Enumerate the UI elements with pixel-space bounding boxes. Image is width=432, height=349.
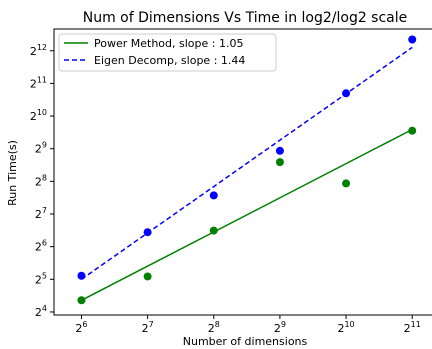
power-method-point	[275, 158, 284, 167]
power-method-point	[342, 179, 351, 188]
y-ticks-group: 24 25 26 27 28 29 210 211 212	[30, 43, 54, 319]
legend-eigen-decomp-label: Eigen Decomp, slope : 1.44	[94, 54, 245, 67]
x-axis-label: Number of dimensions	[183, 335, 308, 348]
y-axis-label: Run Time(s)	[6, 140, 19, 206]
eigen-decomp-point	[342, 89, 351, 98]
legend-power-method-label: Power Method, slope : 1.05	[94, 37, 243, 50]
x-tick-label: 211	[404, 320, 421, 335]
eigen-decomp-point	[77, 271, 86, 280]
chart-title: Num of Dimensions Vs Time in log2/log2 s…	[83, 10, 408, 26]
power-method-point	[77, 296, 86, 305]
x-tick-label: 29	[274, 320, 286, 335]
legend: Power Method, slope : 1.05 Eigen Decomp,…	[58, 33, 277, 72]
power-method-point	[209, 226, 218, 235]
y-tick-label: 25	[35, 271, 47, 286]
power-method-fit-line	[81, 128, 413, 301]
x-tick-label: 27	[142, 320, 154, 335]
y-tick-label: 211	[30, 75, 47, 90]
y-tick-label: 26	[35, 239, 47, 254]
legend-box	[58, 33, 277, 72]
eigen-decomp-point	[143, 228, 152, 237]
x-tick-label: 26	[75, 320, 87, 335]
series-group	[77, 35, 417, 305]
x-tick-label: 210	[337, 320, 354, 335]
power-method-point	[408, 126, 417, 135]
y-tick-label: 210	[30, 108, 47, 123]
x-ticks-group: 26 27 28 29 210 211	[75, 315, 421, 335]
x-tick-label: 28	[208, 320, 220, 335]
y-tick-label: 24	[35, 304, 47, 319]
power-method-point	[143, 272, 152, 281]
plot-frame	[53, 28, 432, 316]
y-tick-label: 29	[35, 141, 47, 156]
eigen-decomp-point	[209, 191, 218, 200]
eigen-decomp-point	[408, 35, 417, 44]
eigen-decomp-fit-line	[81, 46, 413, 280]
y-tick-label: 28	[35, 173, 47, 188]
eigen-decomp-point	[275, 146, 284, 155]
y-tick-label: 212	[30, 43, 47, 58]
y-tick-label: 27	[35, 206, 47, 221]
